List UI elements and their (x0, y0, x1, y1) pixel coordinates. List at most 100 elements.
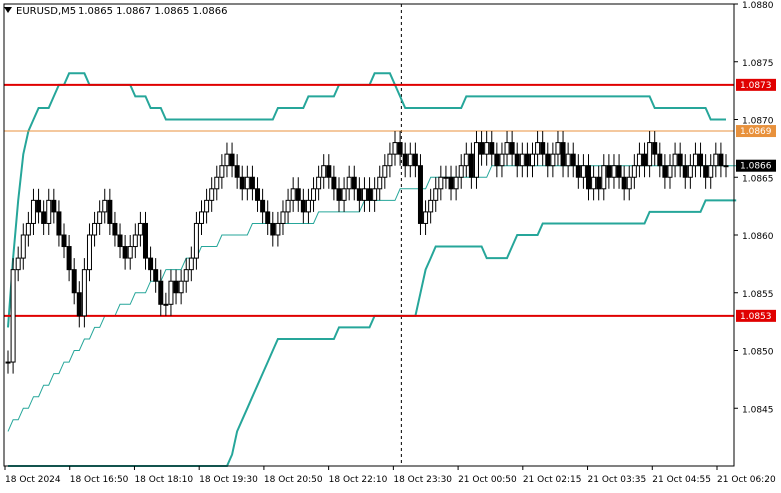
candle-body[interactable] (499, 153, 505, 167)
candle-body[interactable] (346, 176, 352, 190)
candle-body[interactable] (285, 199, 291, 213)
candle-body[interactable] (51, 199, 57, 213)
candle-body[interactable] (489, 142, 495, 155)
candle-body[interactable] (311, 188, 317, 201)
candle-body[interactable] (326, 165, 332, 178)
candle-body[interactable] (667, 165, 673, 178)
candle-body[interactable] (596, 176, 602, 190)
candle-body[interactable] (290, 188, 296, 201)
candle-body[interactable] (331, 176, 337, 190)
candle-body[interactable] (555, 142, 561, 155)
candle-body[interactable] (46, 199, 52, 224)
candle-body[interactable] (66, 246, 72, 271)
candle-body[interactable] (214, 176, 220, 190)
candle-body[interactable] (351, 176, 357, 190)
candle-body[interactable] (122, 246, 128, 259)
candle-body[interactable] (137, 222, 143, 236)
candle-body[interactable] (300, 199, 306, 213)
candle-body[interactable] (652, 142, 658, 155)
candle-body[interactable] (713, 153, 719, 167)
candle-body[interactable] (580, 165, 586, 178)
candle-body[interactable] (616, 165, 622, 178)
candle-body[interactable] (244, 176, 250, 190)
candle-body[interactable] (647, 142, 653, 167)
candle-body[interactable] (484, 142, 490, 155)
candles-layer[interactable] (5, 131, 729, 374)
candle-body[interactable] (239, 176, 245, 190)
candle-body[interactable] (224, 153, 230, 167)
candle-body[interactable] (570, 153, 576, 167)
candle-body[interactable] (468, 153, 474, 178)
candle-body[interactable] (529, 153, 535, 167)
candle-body[interactable] (591, 176, 597, 190)
candle-body[interactable] (377, 176, 383, 190)
collapse-triangle-icon[interactable] (4, 7, 12, 13)
candle-body[interactable] (718, 153, 724, 167)
candle-body[interactable] (107, 199, 113, 224)
candle-body[interactable] (275, 222, 281, 236)
candle-body[interactable] (402, 153, 408, 167)
candle-body[interactable] (453, 176, 459, 190)
candle-body[interactable] (621, 176, 627, 190)
candle-body[interactable] (397, 142, 403, 155)
candle-body[interactable] (479, 142, 485, 155)
candle-body[interactable] (433, 188, 439, 201)
candle-body[interactable] (193, 222, 199, 259)
candle-body[interactable] (535, 142, 541, 155)
candle-body[interactable] (30, 199, 36, 224)
candle-body[interactable] (361, 188, 367, 201)
candle-body[interactable] (199, 211, 205, 224)
candle-body[interactable] (163, 303, 169, 306)
candle-body[interactable] (102, 199, 108, 213)
candle-body[interactable] (183, 269, 189, 282)
candle-body[interactable] (219, 165, 225, 178)
candle-body[interactable] (41, 211, 47, 224)
candle-body[interactable] (428, 199, 434, 213)
candle-body[interactable] (473, 142, 479, 178)
candle-body[interactable] (76, 292, 82, 317)
candle-body[interactable] (127, 246, 133, 259)
candle-body[interactable] (112, 222, 118, 236)
candle-body[interactable] (321, 165, 327, 178)
candle-body[interactable] (692, 153, 698, 167)
candle-body[interactable] (56, 211, 62, 236)
candle-body[interactable] (168, 280, 174, 305)
candle-body[interactable] (412, 153, 418, 167)
candle-body[interactable] (142, 222, 148, 259)
candle-body[interactable] (153, 269, 159, 282)
candle-body[interactable] (204, 199, 210, 213)
candle-body[interactable] (545, 153, 551, 167)
candle-body[interactable] (265, 211, 271, 224)
candle-body[interactable] (249, 176, 255, 190)
candle-body[interactable] (15, 257, 21, 271)
candle-body[interactable] (367, 188, 373, 201)
candle-body[interactable] (132, 234, 138, 248)
candle-body[interactable] (494, 153, 500, 167)
candle-body[interactable] (178, 280, 184, 294)
candle-body[interactable] (392, 142, 398, 155)
candle-body[interactable] (601, 165, 607, 190)
candle-body[interactable] (687, 165, 693, 178)
candle-body[interactable] (71, 269, 77, 294)
candle-body[interactable] (158, 280, 164, 305)
candle-body[interactable] (36, 199, 42, 213)
candle-body[interactable] (117, 234, 123, 248)
candle-body[interactable] (448, 176, 454, 190)
candle-body[interactable] (229, 153, 235, 167)
candle-body[interactable] (173, 280, 179, 294)
candle-body[interactable] (438, 176, 444, 190)
candle-body[interactable] (356, 188, 362, 201)
candle-body[interactable] (92, 222, 98, 236)
candle-body[interactable] (606, 165, 612, 178)
candle-body[interactable] (336, 188, 342, 201)
candle-body[interactable] (97, 211, 103, 224)
candle-body[interactable] (407, 153, 413, 167)
candle-body[interactable] (86, 234, 92, 271)
candle-body[interactable] (372, 188, 378, 201)
candle-body[interactable] (463, 153, 469, 167)
candle-body[interactable] (341, 188, 347, 201)
candle-body[interactable] (662, 165, 668, 178)
candle-body[interactable] (10, 269, 16, 363)
candle-body[interactable] (382, 165, 388, 178)
